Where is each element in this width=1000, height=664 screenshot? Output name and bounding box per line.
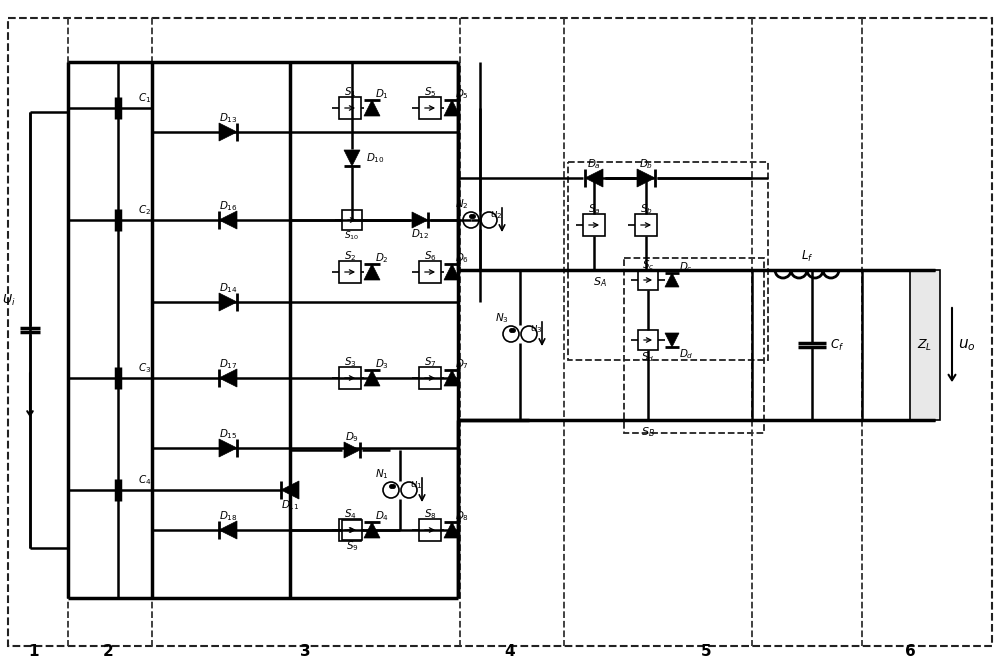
Bar (339, 261, 361, 283)
Text: 6: 6 (905, 645, 915, 659)
Bar (339, 519, 361, 541)
Text: $D_b$: $D_b$ (639, 157, 653, 171)
Text: $N_2$: $N_2$ (455, 197, 469, 211)
Text: $u_o$: $u_o$ (958, 337, 976, 353)
Text: $D_{3}$: $D_{3}$ (375, 357, 389, 371)
Text: $D_{5}$: $D_{5}$ (455, 87, 469, 101)
Polygon shape (219, 293, 237, 311)
Polygon shape (219, 521, 237, 539)
Text: $D_{11}$: $D_{11}$ (281, 498, 299, 512)
Text: $S_{2}$: $S_{2}$ (344, 249, 356, 263)
Polygon shape (219, 369, 237, 387)
Text: 1: 1 (29, 645, 39, 659)
Text: $S_{4}$: $S_{4}$ (344, 507, 356, 521)
Bar (624, 258, 764, 433)
Text: $S_{7}$: $S_{7}$ (424, 355, 436, 369)
Text: $u_1$: $u_1$ (410, 479, 423, 491)
Text: $C_f$: $C_f$ (830, 337, 844, 353)
Bar (568, 162, 768, 360)
Bar (419, 519, 441, 541)
Polygon shape (364, 264, 380, 280)
Polygon shape (219, 211, 237, 229)
Text: $C_1$: $C_1$ (138, 91, 151, 105)
Text: $D_{15}$: $D_{15}$ (219, 427, 237, 441)
Text: $D_{6}$: $D_{6}$ (455, 251, 469, 265)
Text: $D_{18}$: $D_{18}$ (219, 509, 237, 523)
Polygon shape (364, 522, 380, 538)
Text: $D_{17}$: $D_{17}$ (219, 357, 237, 371)
Polygon shape (412, 212, 428, 228)
Text: $N_1$: $N_1$ (375, 467, 389, 481)
Bar (339, 367, 361, 389)
Text: $C_3$: $C_3$ (138, 361, 151, 375)
Polygon shape (219, 439, 237, 457)
Bar (339, 97, 361, 119)
Polygon shape (665, 333, 679, 347)
Text: $D_{1}$: $D_{1}$ (375, 87, 389, 101)
Polygon shape (637, 169, 655, 187)
Text: $D_{4}$: $D_{4}$ (375, 509, 389, 523)
Text: $Z_L$: $Z_L$ (917, 337, 933, 353)
Text: $D_9$: $D_9$ (345, 430, 359, 444)
Text: $S_d$: $S_d$ (641, 350, 655, 364)
Text: 3: 3 (300, 645, 310, 659)
Bar (910, 270, 940, 420)
Bar (342, 520, 362, 540)
Text: $D_{2}$: $D_{2}$ (375, 251, 389, 265)
Text: $D_d$: $D_d$ (679, 347, 693, 361)
Text: 4: 4 (505, 645, 515, 659)
Bar (342, 210, 362, 230)
Text: $N_3$: $N_3$ (495, 311, 509, 325)
Text: $D_{8}$: $D_{8}$ (455, 509, 469, 523)
Polygon shape (344, 442, 360, 458)
Text: $S_{10}$: $S_{10}$ (344, 230, 360, 242)
Text: $S_B$: $S_B$ (641, 425, 655, 439)
Text: $u_2$: $u_2$ (490, 209, 502, 221)
Text: $C_2$: $C_2$ (138, 203, 151, 217)
Bar (583, 214, 605, 236)
Polygon shape (665, 273, 679, 287)
Text: $D_c$: $D_c$ (679, 260, 693, 274)
Polygon shape (444, 522, 460, 538)
Bar (419, 261, 441, 283)
Text: $C_4$: $C_4$ (138, 473, 151, 487)
Text: $D_{13}$: $D_{13}$ (219, 111, 237, 125)
Polygon shape (364, 100, 380, 116)
Polygon shape (281, 481, 299, 499)
Text: $S_a$: $S_a$ (588, 202, 600, 216)
Bar (638, 330, 658, 350)
Polygon shape (219, 123, 237, 141)
Polygon shape (364, 370, 380, 386)
Text: $U_i$: $U_i$ (2, 292, 16, 307)
Text: $D_a$: $D_a$ (587, 157, 601, 171)
Text: 5: 5 (701, 645, 711, 659)
Text: $D_{7}$: $D_{7}$ (455, 357, 469, 371)
Bar (419, 367, 441, 389)
Bar (635, 214, 657, 236)
Text: 2: 2 (103, 645, 113, 659)
Bar (419, 97, 441, 119)
Text: $L_f$: $L_f$ (801, 248, 813, 264)
Polygon shape (344, 150, 360, 166)
Polygon shape (444, 370, 460, 386)
Polygon shape (585, 169, 603, 187)
Text: $S_9$: $S_9$ (346, 539, 358, 553)
Text: $u_3$: $u_3$ (530, 323, 543, 335)
Text: $S_b$: $S_b$ (640, 202, 652, 216)
Text: $D_{16}$: $D_{16}$ (219, 199, 237, 213)
Text: $S_{8}$: $S_{8}$ (424, 507, 436, 521)
Text: $D_{14}$: $D_{14}$ (219, 281, 237, 295)
Polygon shape (444, 100, 460, 116)
Text: $S_{1}$: $S_{1}$ (344, 85, 356, 99)
Text: $S_{6}$: $S_{6}$ (424, 249, 436, 263)
Text: $S_{5}$: $S_{5}$ (424, 85, 436, 99)
Text: $D_{10}$: $D_{10}$ (366, 151, 385, 165)
Polygon shape (444, 264, 460, 280)
Text: $S_{3}$: $S_{3}$ (344, 355, 356, 369)
Text: $S_A$: $S_A$ (593, 275, 607, 289)
Bar (638, 270, 658, 290)
Text: $D_{12}$: $D_{12}$ (411, 227, 429, 241)
Text: $S_c$: $S_c$ (642, 258, 654, 272)
